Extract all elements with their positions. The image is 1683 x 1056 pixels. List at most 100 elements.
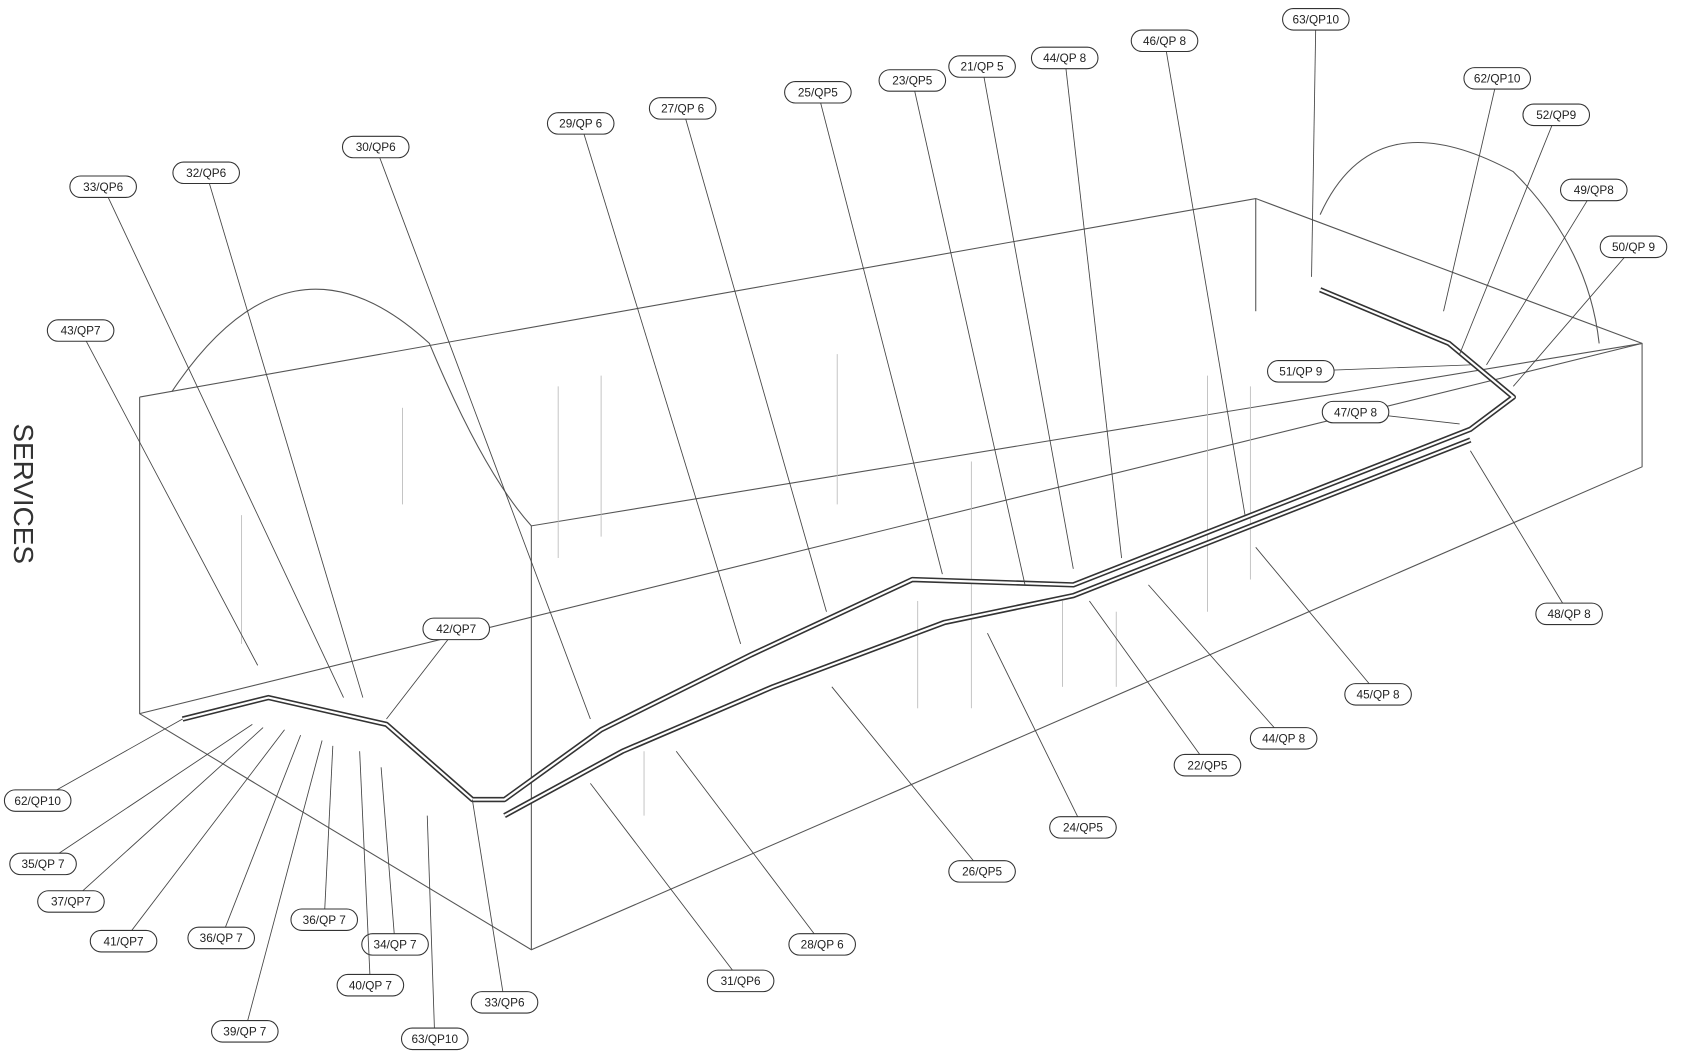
callout-label: 28/QP 6: [801, 938, 845, 952]
callout: 27/QP 6: [648, 97, 827, 612]
callout-pill: [9, 852, 77, 876]
callout-label: 34/QP 7: [374, 938, 417, 952]
callout: 39/QP 7: [211, 740, 323, 1043]
leader-line: [323, 745, 334, 920]
leader-line: [817, 92, 943, 575]
callout-label: 25/QP5: [798, 85, 838, 99]
callout-pill: [89, 929, 158, 953]
leader-line: [590, 783, 741, 982]
leader-line: [123, 729, 285, 942]
callout-pill: [1049, 816, 1117, 839]
callout: 36/QP 7: [187, 734, 302, 950]
callout: 52/QP9: [1459, 103, 1591, 355]
callout: 63/QP10: [1282, 8, 1350, 277]
callout-pill: [1130, 29, 1199, 53]
leader-line: [911, 80, 1026, 585]
callout-pill: [948, 860, 1016, 883]
callout-label: 43/QP7: [61, 324, 101, 338]
leader-line: [426, 815, 436, 1039]
pipe-run: [181, 287, 1516, 818]
callout-label: 49/QP8: [1574, 183, 1614, 197]
callout-pill: [1344, 683, 1412, 706]
callout-label: 32/QP6: [186, 166, 226, 180]
callout: 63/QP10: [400, 815, 469, 1051]
leader-line: [1089, 600, 1208, 766]
leader-line: [981, 66, 1074, 569]
callout-label: 23/QP5: [892, 74, 932, 88]
callout-label: 44/QP 8: [1262, 732, 1306, 746]
callout: 31/QP6: [590, 783, 775, 993]
leader-line: [380, 767, 396, 945]
callout-pill: [470, 991, 539, 1014]
callout: 46/QP 8: [1130, 29, 1246, 516]
callout-pill: [46, 319, 115, 342]
callout-pill: [1559, 178, 1628, 202]
side-label: SERVICES: [8, 423, 39, 564]
callout: 32/QP6: [172, 161, 364, 698]
callout: 28/QP 6: [675, 750, 856, 956]
leader-line: [359, 751, 371, 986]
hatching: [241, 354, 1251, 816]
leader-line: [1512, 246, 1634, 387]
leader-line: [220, 734, 302, 939]
leader-line: [1148, 584, 1284, 739]
callout: 50/QP 9: [1512, 235, 1668, 387]
callout: 33/QP6: [470, 799, 539, 1014]
leader-line: [682, 108, 827, 612]
callout: 37/QP7: [37, 727, 264, 913]
leader-line: [831, 686, 983, 872]
callout-label: 21/QP 5: [961, 60, 1005, 74]
callout-label: 44/QP 8: [1043, 51, 1087, 65]
callout-label: 40/QP 7: [349, 978, 392, 992]
callout-label: 47/QP 8: [1334, 405, 1378, 419]
callout: 62/QP10: [1443, 67, 1532, 312]
callout: 40/QP 7: [336, 751, 405, 997]
callout: 33/QP6: [69, 175, 344, 698]
callout: 34/QP 7: [361, 767, 429, 956]
callout-label: 22/QP5: [1187, 758, 1227, 772]
leader-line: [1164, 40, 1246, 516]
callout-pill: [422, 617, 491, 641]
leader-line: [675, 750, 823, 945]
callout-pill: [546, 112, 615, 135]
callout-label: 45/QP 8: [1357, 688, 1401, 702]
leader-line: [1255, 547, 1379, 695]
callout: 30/QP6: [341, 135, 591, 720]
leader-line: [375, 146, 591, 720]
callout: 35/QP 7: [9, 724, 253, 876]
leader-line: [205, 172, 364, 698]
callout-label: 37/QP7: [51, 895, 91, 909]
callout-pill: [1030, 46, 1099, 70]
callout: 25/QP5: [784, 81, 943, 575]
leader-line: [1311, 19, 1317, 277]
callout: 42/QP7: [386, 617, 491, 720]
callout-pill: [1599, 235, 1668, 259]
callout-pill: [706, 969, 775, 993]
callout-pill: [878, 69, 947, 92]
callout: 51/QP 9: [1267, 360, 1471, 383]
callout: 62/QP10: [3, 718, 183, 812]
callout: 21/QP 5: [948, 55, 1074, 569]
leader-line: [1486, 189, 1595, 366]
leader-line: [1470, 450, 1570, 615]
leader-line: [580, 123, 742, 645]
callout-label: 33/QP6: [485, 996, 525, 1010]
callout: 44/QP 8: [1030, 46, 1123, 559]
callout: 44/QP 8: [1148, 584, 1318, 750]
callout-pill: [336, 973, 405, 997]
callout-label: 63/QP10: [1293, 12, 1340, 26]
callout-pill: [187, 926, 256, 950]
callout-pill: [784, 81, 852, 104]
callout-pill: [69, 175, 137, 199]
callout-pill: [172, 161, 240, 185]
callout: 26/QP5: [831, 686, 1016, 883]
callout: 24/QP5: [987, 632, 1117, 839]
callout-label: 26/QP5: [962, 865, 1002, 879]
callout-label: 50/QP 9: [1612, 240, 1655, 254]
callout-pill: [37, 890, 105, 913]
callout-label: 52/QP9: [1536, 108, 1576, 122]
callout-label: 41/QP7: [104, 934, 144, 948]
callout-pill: [1321, 400, 1390, 424]
callout-pill: [1267, 360, 1335, 383]
